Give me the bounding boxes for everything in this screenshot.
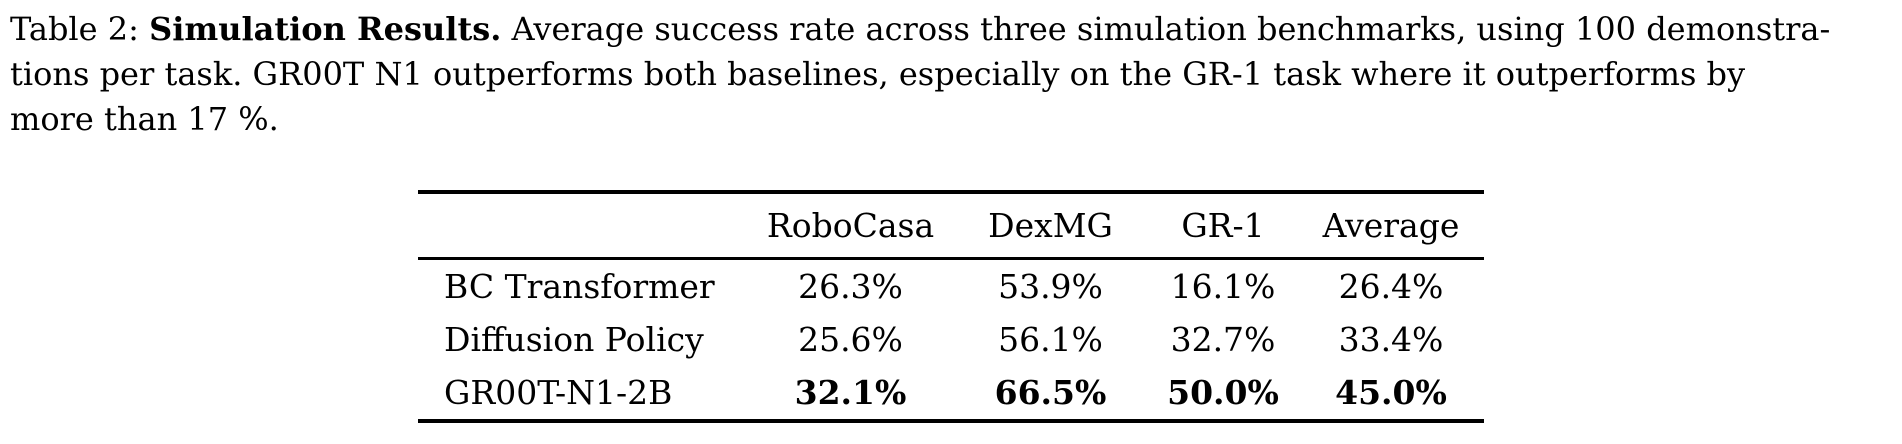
cell-dexmg: 53.9% (998, 267, 1103, 306)
cell-dexmg: 56.1% (998, 320, 1103, 359)
row-label: BC Transformer (444, 267, 715, 306)
cell-robocasa: 25.6% (798, 320, 903, 359)
caption-text-2: tions per task. GR00T N1 outperforms bot… (10, 55, 1746, 93)
cell-gr1: 16.1% (1170, 267, 1276, 306)
results-table: RoboCasa DexMG GR-1 Average BC Transform… (418, 190, 1484, 423)
caption-text-3: more than 17 %. (10, 100, 279, 138)
cell-robocasa: 32.1% (794, 373, 907, 412)
caption-line-2: tions per task. GR00T N1 outperforms bot… (10, 52, 1892, 97)
row-label: GR00T-N1-2B (444, 373, 673, 412)
table-row-diffusion-policy: Diffusion Policy 25.6% 56.1% 32.7% 33.4% (418, 313, 1484, 366)
row-label: Diffusion Policy (444, 320, 704, 359)
column-header-dexmg: DexMG (988, 206, 1113, 245)
caption-line-3: more than 17 %. (10, 97, 1892, 142)
table-caption: Table 2: Simulation Results. Average suc… (0, 0, 1902, 142)
caption-label: Table 2: (10, 10, 150, 48)
caption-line-1: Table 2: Simulation Results. Average suc… (10, 7, 1892, 52)
column-header-empty (418, 192, 748, 259)
table-row-bc-transformer: BC Transformer 26.3% 53.9% 16.1% 26.4% (418, 259, 1484, 314)
header-row: RoboCasa DexMG GR-1 Average (418, 192, 1484, 259)
cell-average: 33.4% (1338, 320, 1444, 359)
table-row-groot-n1-2b: GR00T-N1-2B 32.1% 66.5% 50.0% 45.0% (418, 366, 1484, 421)
column-header-gr1: GR-1 (1181, 206, 1265, 245)
cell-robocasa: 26.3% (798, 267, 903, 306)
column-header-average: Average (1322, 206, 1460, 245)
cell-gr1: 32.7% (1170, 320, 1276, 359)
cell-dexmg: 66.5% (994, 373, 1107, 412)
caption-title: Simulation Results. (149, 10, 502, 48)
table-header: RoboCasa DexMG GR-1 Average (418, 192, 1484, 259)
table-body: BC Transformer 26.3% 53.9% 16.1% 26.4% D… (418, 259, 1484, 422)
caption-text-1: Average success rate across three simula… (501, 10, 1831, 48)
column-header-robocasa: RoboCasa (766, 206, 935, 245)
cell-gr1: 50.0% (1167, 373, 1279, 412)
cell-average: 26.4% (1338, 267, 1444, 306)
cell-average: 45.0% (1335, 373, 1447, 412)
